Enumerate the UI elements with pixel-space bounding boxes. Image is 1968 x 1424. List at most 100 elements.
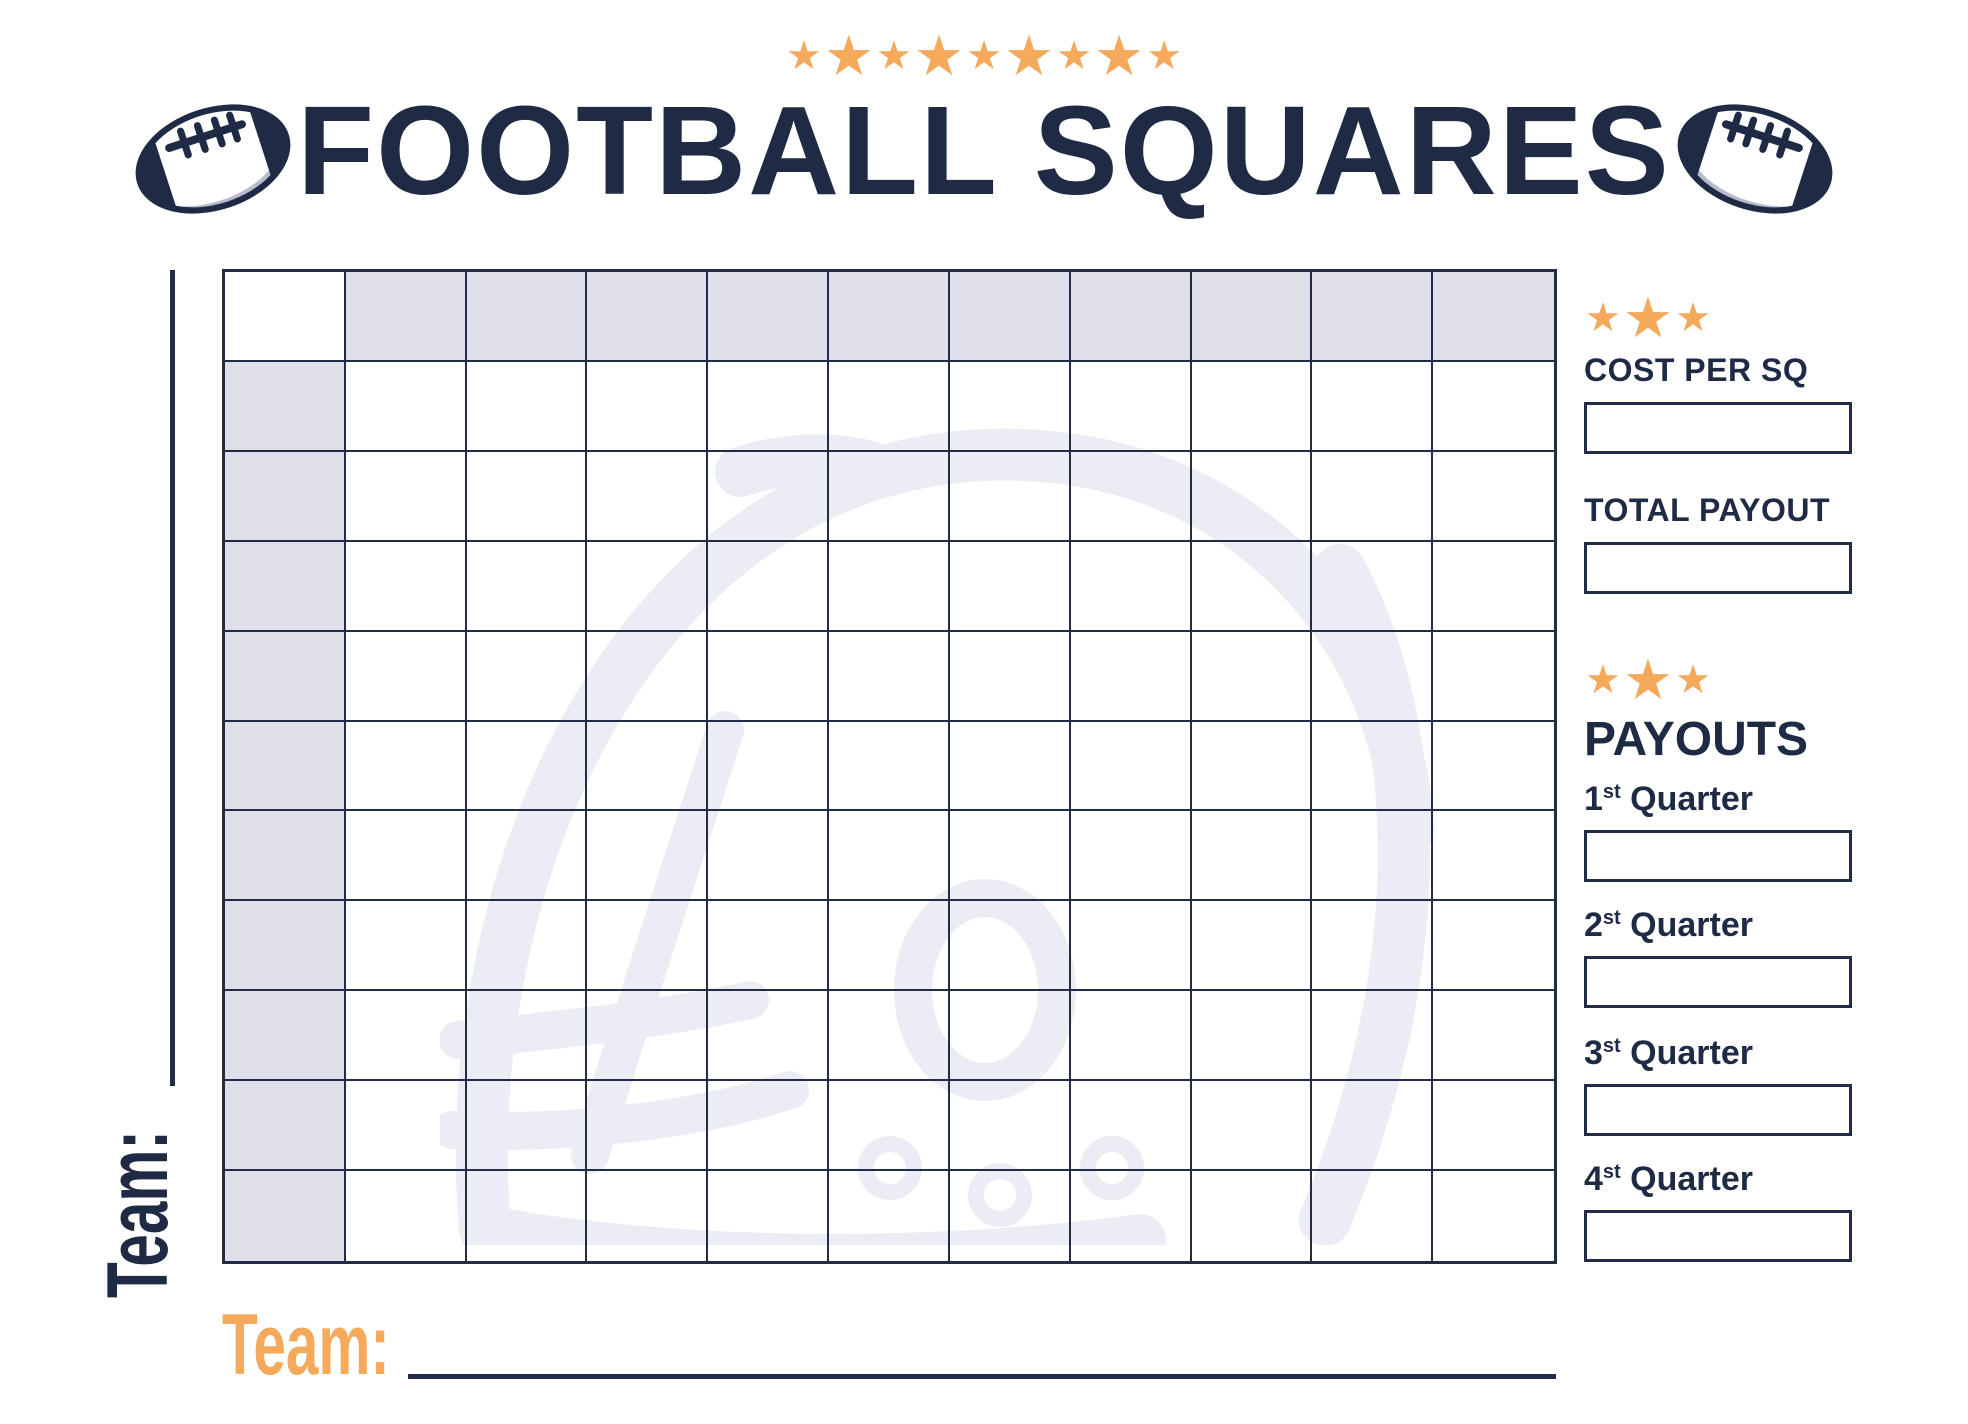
header-cell[interactable] bbox=[225, 721, 346, 812]
square-cell[interactable] bbox=[1312, 361, 1434, 452]
square-cell[interactable] bbox=[1433, 1171, 1554, 1261]
square-cell[interactable] bbox=[708, 901, 830, 992]
square-cell[interactable] bbox=[466, 811, 588, 902]
square-cell[interactable] bbox=[1433, 452, 1554, 542]
square-cell[interactable] bbox=[1070, 811, 1192, 902]
square-cell[interactable] bbox=[708, 811, 830, 902]
square-cell[interactable] bbox=[1312, 901, 1434, 992]
square-cell[interactable] bbox=[345, 451, 467, 542]
square-cell[interactable] bbox=[708, 1171, 830, 1261]
square-cell[interactable] bbox=[950, 1171, 1071, 1261]
square-cell[interactable] bbox=[1070, 991, 1192, 1082]
square-cell[interactable] bbox=[949, 361, 1071, 452]
square-cell[interactable] bbox=[708, 1081, 830, 1172]
square-cell[interactable] bbox=[1433, 901, 1554, 992]
square-cell[interactable] bbox=[708, 541, 830, 632]
square-cell[interactable] bbox=[708, 991, 830, 1082]
square-cell[interactable] bbox=[1191, 901, 1313, 992]
square-cell[interactable] bbox=[1433, 991, 1554, 1082]
square-cell[interactable] bbox=[1312, 541, 1434, 632]
square-cell[interactable] bbox=[587, 1081, 709, 1172]
square-cell[interactable] bbox=[1433, 632, 1554, 722]
corner-cell[interactable] bbox=[225, 272, 346, 362]
square-cell[interactable] bbox=[1191, 451, 1313, 542]
square-cell[interactable] bbox=[587, 991, 709, 1082]
square-cell[interactable] bbox=[708, 631, 830, 722]
square-cell[interactable] bbox=[949, 991, 1071, 1082]
square-cell[interactable] bbox=[949, 811, 1071, 902]
square-cell[interactable] bbox=[1191, 721, 1313, 812]
cost-per-sq-input[interactable] bbox=[1584, 402, 1852, 454]
square-cell[interactable] bbox=[1070, 361, 1192, 452]
square-cell[interactable] bbox=[345, 541, 467, 632]
square-cell[interactable] bbox=[1191, 541, 1313, 632]
square-cell[interactable] bbox=[829, 631, 950, 722]
header-cell[interactable] bbox=[225, 991, 346, 1082]
header-cell[interactable] bbox=[225, 361, 346, 452]
square-cell[interactable] bbox=[949, 541, 1071, 632]
header-cell[interactable] bbox=[345, 272, 467, 362]
square-cell[interactable] bbox=[587, 361, 709, 452]
square-cell[interactable] bbox=[1191, 811, 1313, 902]
header-cell[interactable] bbox=[225, 451, 346, 542]
header-cell[interactable] bbox=[1433, 272, 1554, 362]
square-cell[interactable] bbox=[1070, 901, 1192, 992]
square-cell[interactable] bbox=[708, 361, 830, 452]
square-cell[interactable] bbox=[587, 541, 709, 632]
square-cell[interactable] bbox=[466, 631, 588, 722]
quarter-1-input[interactable] bbox=[1584, 830, 1852, 882]
square-cell[interactable] bbox=[345, 721, 467, 812]
square-cell[interactable] bbox=[829, 361, 950, 452]
square-cell[interactable] bbox=[587, 631, 709, 722]
header-cell[interactable] bbox=[1070, 272, 1192, 362]
square-cell[interactable] bbox=[949, 901, 1071, 992]
square-cell[interactable] bbox=[345, 811, 467, 902]
header-cell[interactable] bbox=[587, 272, 709, 362]
square-cell[interactable] bbox=[587, 901, 709, 992]
square-cell[interactable] bbox=[587, 1171, 709, 1261]
square-cell[interactable] bbox=[1433, 362, 1554, 452]
total-payout-input[interactable] bbox=[1584, 542, 1852, 594]
square-cell[interactable] bbox=[829, 811, 950, 902]
square-cell[interactable] bbox=[1312, 631, 1434, 722]
bottom-team-line[interactable] bbox=[408, 1374, 1556, 1379]
square-cell[interactable] bbox=[587, 451, 709, 542]
header-cell[interactable] bbox=[225, 631, 346, 722]
square-cell[interactable] bbox=[1191, 361, 1313, 452]
header-cell[interactable] bbox=[225, 541, 346, 632]
square-cell[interactable] bbox=[1070, 1081, 1192, 1172]
square-cell[interactable] bbox=[466, 991, 588, 1082]
square-cell[interactable] bbox=[708, 721, 830, 812]
header-cell[interactable] bbox=[225, 1171, 346, 1261]
square-cell[interactable] bbox=[829, 1081, 950, 1172]
header-cell[interactable] bbox=[225, 1081, 346, 1172]
square-cell[interactable] bbox=[587, 721, 709, 812]
header-cell[interactable] bbox=[1312, 272, 1434, 362]
square-cell[interactable] bbox=[1192, 1171, 1313, 1261]
header-cell[interactable] bbox=[1191, 272, 1313, 362]
square-cell[interactable] bbox=[1191, 631, 1313, 722]
square-cell[interactable] bbox=[1433, 542, 1554, 632]
square-cell[interactable] bbox=[1070, 721, 1192, 812]
square-cell[interactable] bbox=[1433, 811, 1554, 902]
quarter-4-input[interactable] bbox=[1584, 1210, 1852, 1262]
square-cell[interactable] bbox=[1070, 631, 1192, 722]
square-cell[interactable] bbox=[466, 451, 588, 542]
square-cell[interactable] bbox=[1312, 991, 1434, 1082]
square-cell[interactable] bbox=[466, 361, 588, 452]
square-cell[interactable] bbox=[1312, 1081, 1434, 1172]
square-cell[interactable] bbox=[1191, 1081, 1313, 1172]
square-cell[interactable] bbox=[949, 721, 1071, 812]
square-cell[interactable] bbox=[467, 1171, 588, 1261]
square-cell[interactable] bbox=[1312, 451, 1434, 542]
square-cell[interactable] bbox=[466, 721, 588, 812]
square-cell[interactable] bbox=[1312, 811, 1434, 902]
square-cell[interactable] bbox=[708, 451, 830, 542]
square-cell[interactable] bbox=[466, 541, 588, 632]
square-cell[interactable] bbox=[1312, 1171, 1434, 1261]
square-cell[interactable] bbox=[829, 1171, 950, 1261]
square-cell[interactable] bbox=[587, 811, 709, 902]
square-cell[interactable] bbox=[829, 451, 950, 542]
square-cell[interactable] bbox=[1433, 722, 1554, 812]
square-cell[interactable] bbox=[949, 631, 1071, 722]
